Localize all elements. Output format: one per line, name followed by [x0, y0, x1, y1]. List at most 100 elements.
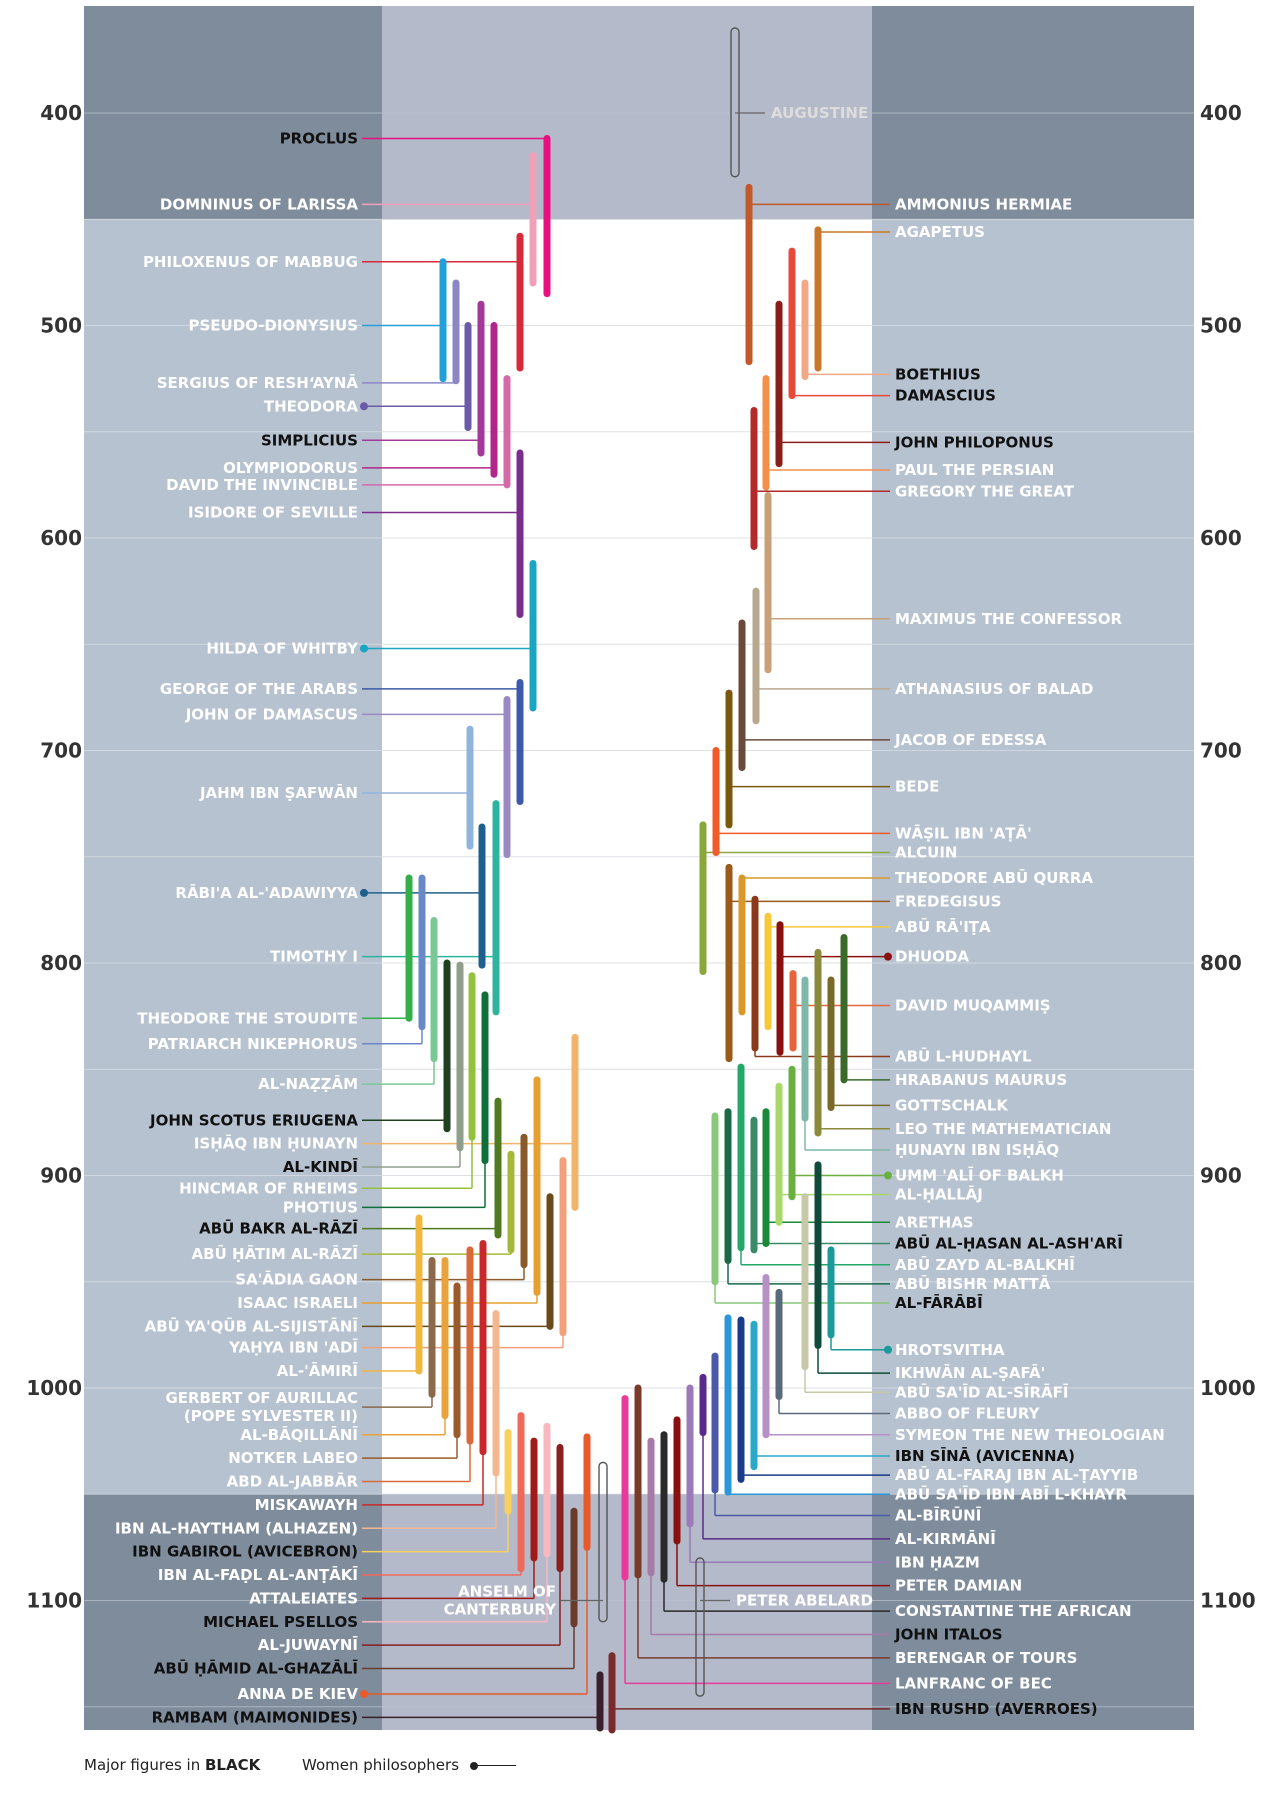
- philosopher-label: AL-KINDĪ: [283, 1156, 359, 1176]
- philosopher-label: ATTALEIATES: [249, 1589, 358, 1607]
- philosopher-label: IKHWĀN AL-ṢAFĀ': [895, 1362, 1045, 1382]
- philosopher-label-line: LANFRANC OF BEC: [895, 1674, 1052, 1692]
- philosopher-label: IBN SĪNĀ (AVICENNA): [895, 1445, 1075, 1465]
- philosopher-label-line: AL-'ĀMIRĪ: [277, 1360, 359, 1380]
- philosopher-label-line: AL-KINDĪ: [283, 1156, 359, 1176]
- philosopher-label: ALCUIN: [895, 844, 958, 862]
- philosopher-label-line: ABŪ BAKR AL-RĀZĪ: [199, 1218, 358, 1238]
- band-mid-left: [84, 219, 382, 1495]
- philosopher-label-line: TIMOTHY I: [270, 948, 358, 966]
- year-label-left: 1000: [26, 1376, 82, 1400]
- philosopher-label: ARETHAS: [895, 1213, 974, 1231]
- philosopher-label: WĀṢIL IBN 'AṬĀ': [895, 822, 1032, 842]
- philosopher-label: GREGORY THE GREAT: [895, 482, 1075, 500]
- year-label-right: 800: [1200, 951, 1242, 975]
- philosopher-label-line: PHILOXENUS OF MABBUG: [143, 253, 358, 271]
- philosopher-label-line: BERENGAR OF TOURS: [895, 1649, 1077, 1667]
- philosopher-label: THEODORA: [264, 397, 359, 415]
- philosopher-label-line: RAMBAM (MAIMONIDES): [152, 1708, 358, 1726]
- band-top-left: [84, 6, 382, 220]
- philosopher-label-line: CONSTANTINE THE AFRICAN: [895, 1602, 1132, 1620]
- philosopher-label-line: LEO THE MATHEMATICIAN: [895, 1120, 1111, 1138]
- philosopher-label-line: IBN RUSHD (AVERROES): [895, 1700, 1098, 1718]
- philosopher-label-line: OLYMPIODORUS: [223, 459, 358, 477]
- philosopher-label-line: THEODORE THE STOUDITE: [137, 1009, 358, 1027]
- philosopher-label-line: DAVID MUQAMMIṢ: [895, 997, 1051, 1015]
- philosopher-label: FREDEGISUS: [895, 892, 1001, 910]
- philosopher-labels: PROCLUS DOMNINUS OF LARISSA PHILOXENUS OF …: [115, 130, 1165, 1727]
- outlined-label: ANSELM OF CANTERBURY: [444, 1583, 558, 1619]
- year-label-left: 700: [40, 739, 82, 763]
- philosopher-label-line: IBN GABIROL (AVICEBRON): [132, 1543, 358, 1561]
- philosopher-label: JOHN ITALOS: [894, 1626, 1003, 1644]
- philosopher-label-line: AL-FĀRĀBĪ: [895, 1292, 983, 1312]
- philosopher-label-line: IKHWĀN AL-ṢAFĀ': [895, 1362, 1045, 1382]
- year-label-right: 900: [1200, 1164, 1242, 1188]
- philosopher-label-line: PAUL THE PERSIAN: [895, 461, 1054, 479]
- outlined-label-line: CANTERBURY: [444, 1601, 558, 1619]
- philosopher-label: JOHN SCOTUS ERIUGENA: [149, 1111, 358, 1129]
- philosopher-label: ISḤĀQ IBN ḤUNAYN: [194, 1133, 358, 1153]
- philosopher-label: GERBERT OF AURILLAC (POPE SYLVESTER II): [165, 1389, 358, 1425]
- philosopher-label: BERENGAR OF TOURS: [895, 1649, 1077, 1667]
- philosopher-label-line: DHUODA: [895, 948, 969, 966]
- philosopher-label: SIMPLICIUS: [261, 431, 358, 449]
- philosopher-label: ABŪ YA'QŪB AL-SIJISTĀNĪ: [145, 1315, 359, 1335]
- philosopher-label-line: SIMPLICIUS: [261, 431, 358, 449]
- year-label-left: 1100: [26, 1589, 82, 1613]
- philosopher-label: DAVID MUQAMMIṢ: [895, 997, 1051, 1015]
- philosopher-label-line: IBN SĪNĀ (AVICENNA): [895, 1445, 1075, 1465]
- philosopher-label: PSEUDO-DIONYSIUS: [189, 317, 359, 335]
- philosopher-label: THEODORE THE STOUDITE: [137, 1009, 358, 1027]
- year-label-right: 1100: [1200, 1589, 1256, 1613]
- philosopher-label-line: HILDA OF WHITBY: [206, 640, 359, 658]
- philosopher-label: IBN AL-FAḌL AL-ANṬĀKĪ: [158, 1564, 359, 1584]
- philosopher-label-line: ABŪ SA'ĪD IBN ABĪ L-KHAYR: [895, 1483, 1127, 1503]
- philosopher-label: YAḤYA IBN 'ADĪ: [228, 1337, 358, 1357]
- year-label-left: 400: [40, 101, 82, 125]
- philosopher-label: HINCMAR OF RHEIMS: [179, 1179, 358, 1197]
- philosopher-label: ABBO OF FLEURY: [895, 1405, 1041, 1423]
- philosopher-label-line: MAXIMUS THE CONFESSOR: [895, 610, 1123, 628]
- philosopher-label-line: ABŪ ḤĀMID AL-GHAZĀLĪ: [154, 1658, 359, 1678]
- philosopher-label-line: WĀṢIL IBN 'AṬĀ': [895, 822, 1032, 842]
- philosopher-label-line: ISḤĀQ IBN ḤUNAYN: [194, 1133, 358, 1153]
- philosopher-label: IBN GABIROL (AVICEBRON): [132, 1543, 358, 1561]
- philosopher-label-line: PATRIARCH NIKEPHORUS: [148, 1035, 358, 1053]
- philosopher-label-line: JOHN ITALOS: [894, 1626, 1003, 1644]
- outlined-label-line: ANSELM OF: [458, 1583, 556, 1601]
- philosopher-label-line: NOTKER LABEO: [228, 1449, 358, 1467]
- philosopher-label-line: GREGORY THE GREAT: [895, 482, 1075, 500]
- philosopher-label-line: DAVID THE INVINCIBLE: [166, 476, 358, 494]
- philosopher-label-line: SA'ĀDIA GAON: [235, 1269, 358, 1289]
- philosopher-label-line: PSEUDO-DIONYSIUS: [189, 317, 359, 335]
- philosopher-label: DHUODA: [895, 948, 969, 966]
- outlined-label: AUGUSTINE: [771, 104, 868, 122]
- band-top-right: [872, 6, 1194, 220]
- philosopher-label: AGAPETUS: [895, 223, 985, 241]
- year-label-right: 600: [1200, 526, 1242, 550]
- philosopher-label: ABD AL-JABBĀR: [227, 1471, 359, 1491]
- woman-marker-icon: [884, 1171, 892, 1180]
- philosopher-label: ISIDORE OF SEVILLE: [188, 504, 358, 522]
- philosopher-label-line: HINCMAR OF RHEIMS: [179, 1179, 358, 1197]
- philosopher-label: HILDA OF WHITBY: [206, 640, 359, 658]
- philosopher-label: LEO THE MATHEMATICIAN: [895, 1120, 1111, 1138]
- philosopher-label-line: UMM 'ALĪ OF BALKH: [895, 1165, 1064, 1185]
- philosopher-label: SERGIUS OF RESH‘AYNĀ: [157, 372, 359, 392]
- philosopher-label-line: IBN AL-FAḌL AL-ANṬĀKĪ: [158, 1564, 359, 1584]
- philosopher-label-line: (POPE SYLVESTER II): [184, 1407, 358, 1425]
- philosopher-label: DAMASCIUS: [895, 387, 996, 405]
- philosopher-label-line: ABŪ RĀ'IṬA: [895, 916, 991, 936]
- philosopher-label-line: ABBO OF FLEURY: [895, 1405, 1041, 1423]
- woman-marker-icon: [360, 644, 368, 653]
- philosopher-label-line: ABŪ AL-FARAJ IBN AL-ṬAYYIB: [895, 1464, 1138, 1484]
- philosopher-label-line: HROTSVITHA: [895, 1341, 1005, 1359]
- philosopher-label-line: ARETHAS: [895, 1213, 974, 1231]
- philosopher-label-line: AGAPETUS: [895, 223, 985, 241]
- philosopher-label: AL-FĀRĀBĪ: [895, 1292, 983, 1312]
- philosopher-label: IBN RUSHD (AVERROES): [895, 1700, 1098, 1718]
- band-top-center: [382, 6, 872, 220]
- band-mid-right: [872, 219, 1194, 1495]
